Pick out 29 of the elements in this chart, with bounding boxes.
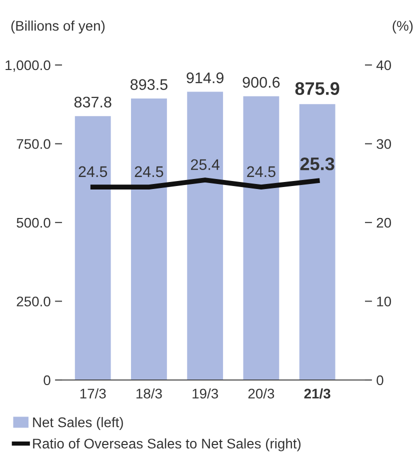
y-tick-label: 0 [44,375,50,386]
x-tick-label: 18/3 [136,388,162,399]
y-tick-label: 750.0 [16,139,50,149]
data-label: 914.9 [186,72,224,84]
x-tick-label: 20/3 [248,388,274,399]
y-tick-label: 500.0 [16,218,50,228]
legend-label: Ratio of Overseas Sales to Net Sales (right) [33,438,301,452]
y-axis-title: (Billions of yen) [11,20,105,34]
x-tick-label: 19/3 [192,388,218,399]
data-label: 837.8 [74,96,112,108]
y2-tick-label: 40 [376,60,392,70]
data-label: 24.5 [78,166,108,178]
data-label: 875.9 [295,82,340,95]
y2-tick-label: 0 [376,375,384,386]
data-label: 25.3 [300,157,334,170]
y-tick-label: 1,000.0 [6,60,50,72]
data-label: 24.5 [247,166,276,178]
data-label: 24.5 [134,166,164,178]
y2-axis-title: (%) [392,20,413,34]
data-label: 25.4 [190,159,220,170]
x-tick-label: 17/3 [80,388,106,399]
legend-label: Net Sales (left) [33,417,123,430]
data-label: 893.5 [130,79,168,90]
y-tick-label: 250.0 [16,296,50,306]
x-tick-label: 21/3 [304,388,330,399]
y2-tick-label: 20 [376,218,392,228]
data-label: 900.6 [242,76,280,88]
y2-tick-label: 10 [377,296,392,306]
y2-tick-label: 30 [376,139,392,149]
